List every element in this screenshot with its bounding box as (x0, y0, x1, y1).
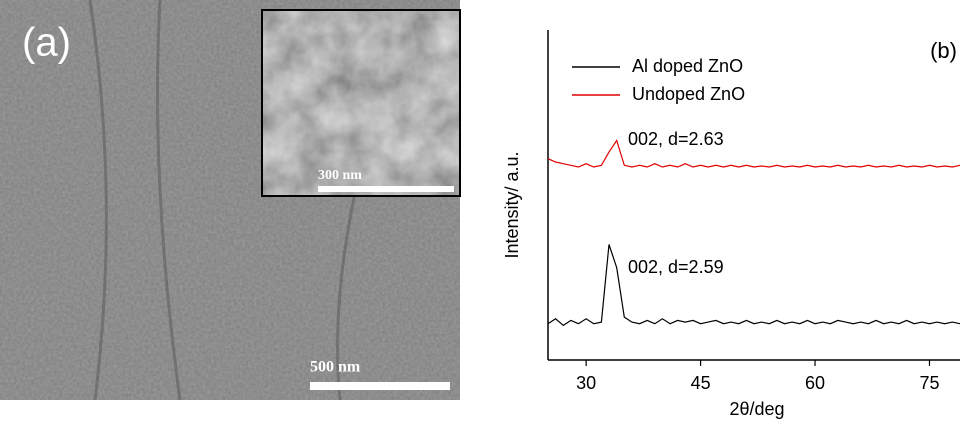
x-tick-label: 60 (805, 373, 825, 393)
x-axis-label: 2θ/deg (729, 399, 784, 419)
annotation: 002, d=2.63 (628, 129, 724, 149)
panel-label: (a) (22, 21, 71, 65)
legend-label: Undoped ZnO (632, 84, 745, 104)
x-tick-label: 30 (576, 373, 596, 393)
data-line (547, 139, 961, 168)
annotation: 002, d=2.59 (628, 257, 724, 277)
data-line (547, 244, 961, 327)
x-tick-label: 75 (919, 373, 939, 393)
scale-bar-label: 500 nm (310, 359, 361, 376)
sem-image (0, 0, 461, 401)
y-axis-label: Intensity/ a.u. (502, 151, 522, 258)
x-tick-label: 45 (691, 373, 711, 393)
panel-label: (b) (930, 38, 957, 63)
legend-label: Al doped ZnO (632, 56, 743, 76)
scale-bar-label: 300 nm (318, 168, 362, 183)
